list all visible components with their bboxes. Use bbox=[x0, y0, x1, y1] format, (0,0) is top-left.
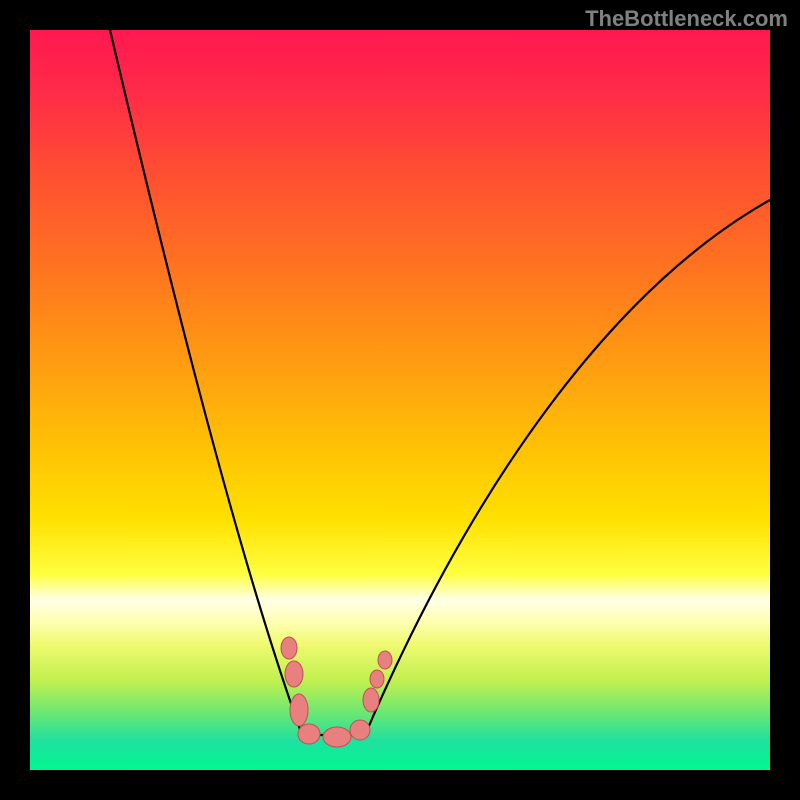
watermark-text: TheBottleneck.com bbox=[585, 6, 788, 32]
data-marker bbox=[281, 637, 297, 659]
data-marker bbox=[350, 720, 370, 740]
bottleneck-curve-left bbox=[110, 30, 302, 735]
data-marker bbox=[363, 688, 379, 712]
bottleneck-curve-right bbox=[365, 200, 770, 735]
plot-area bbox=[30, 30, 770, 770]
data-marker bbox=[370, 670, 384, 688]
data-marker bbox=[290, 694, 308, 726]
curves-layer bbox=[30, 30, 770, 770]
data-marker bbox=[323, 727, 351, 747]
data-marker bbox=[378, 651, 392, 669]
data-marker bbox=[298, 724, 320, 744]
data-marker bbox=[285, 661, 303, 687]
